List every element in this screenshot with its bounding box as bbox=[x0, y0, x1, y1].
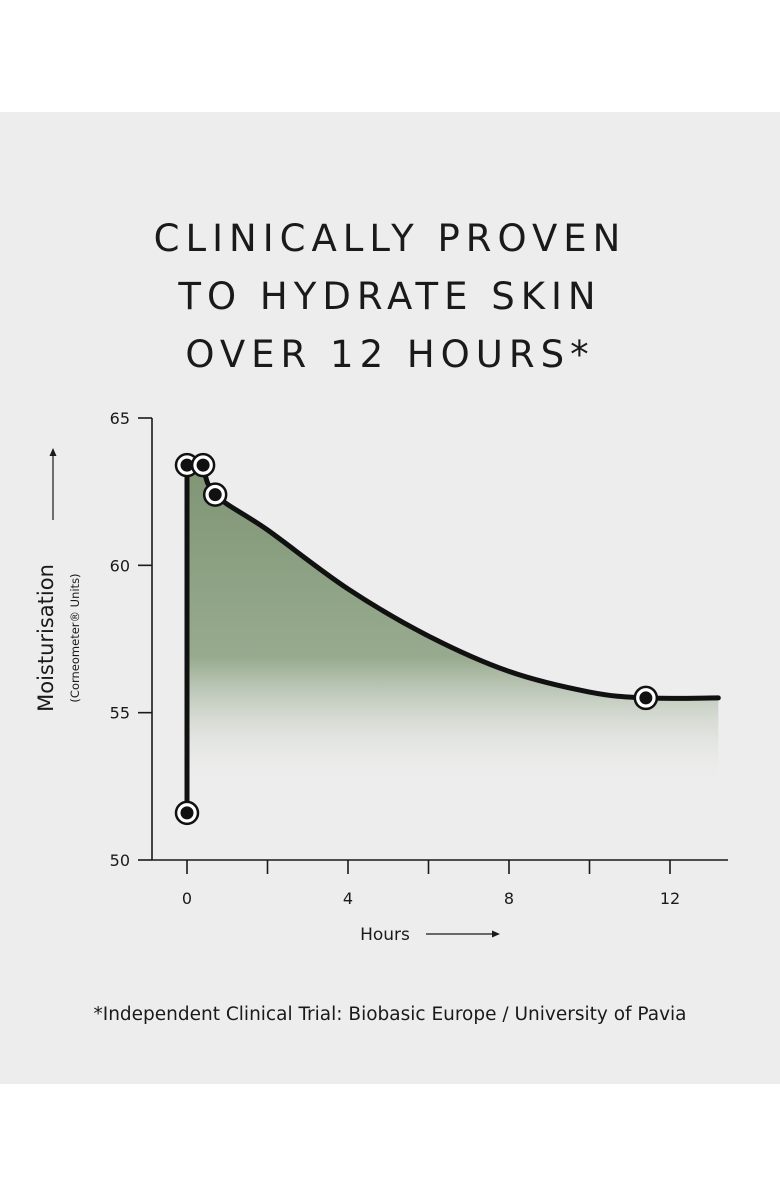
data-point-core bbox=[180, 806, 194, 820]
y-tick-label: 65 bbox=[110, 409, 130, 428]
textured-background-panel bbox=[0, 112, 780, 1084]
headline-line-2: TO HYDRATE SKIN bbox=[178, 275, 602, 318]
y-axis-arrow-head bbox=[49, 448, 57, 456]
y-axis-label: Moisturisation bbox=[34, 564, 58, 712]
x-tick-label: 12 bbox=[660, 889, 680, 908]
headline: CLINICALLY PROVEN TO HYDRATE SKIN OVER 1… bbox=[0, 210, 780, 384]
area-fill bbox=[187, 465, 719, 787]
headline-line-1: CLINICALLY PROVEN bbox=[153, 217, 627, 260]
y-tick-label: 60 bbox=[110, 556, 130, 575]
x-tick-label: 4 bbox=[343, 889, 353, 908]
moisturisation-chart: 50 55 60 65 0 4 8 12 Hours Moisturisation (Corneom… bbox=[34, 409, 728, 945]
y-tick-label: 50 bbox=[110, 851, 130, 870]
data-point-core bbox=[180, 458, 194, 472]
y-axis-sublabel: (Corneometer® Units) bbox=[68, 573, 82, 702]
x-axis-label: Hours bbox=[360, 925, 410, 945]
y-tick-label: 55 bbox=[110, 704, 130, 723]
headline-line-3: OVER 12 HOURS* bbox=[185, 333, 595, 376]
data-point-core bbox=[639, 691, 653, 705]
x-tick-label: 0 bbox=[182, 889, 192, 908]
data-line bbox=[184, 462, 721, 816]
footnote: *Independent Clinical Trial: Biobasic Eu… bbox=[93, 1004, 687, 1025]
x-tick-label: 8 bbox=[504, 889, 514, 908]
x-axis-arrow-head bbox=[492, 930, 500, 938]
data-point-core bbox=[196, 458, 210, 472]
data-point-core bbox=[208, 488, 222, 502]
